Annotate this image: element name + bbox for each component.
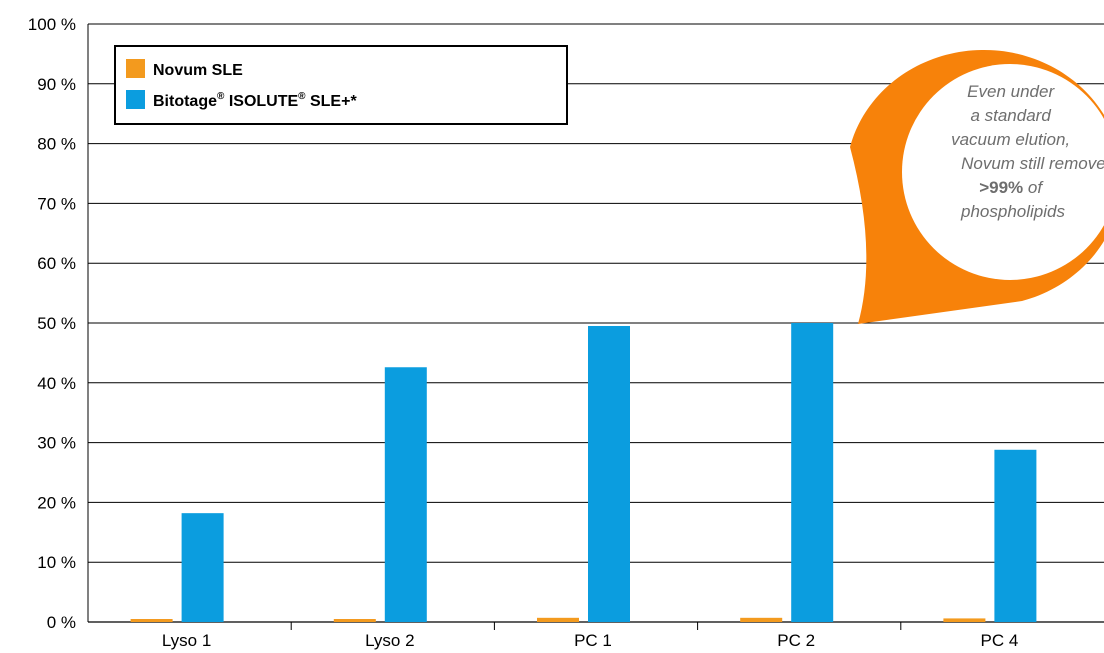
y-tick-label: 40 % [37, 374, 76, 393]
bar-novum-pc-4 [943, 618, 986, 622]
y-tick-label: 100 % [28, 15, 76, 34]
callout-inner-circle [902, 64, 1104, 280]
bar-isolute-pc-4 [994, 449, 1037, 622]
bars [130, 323, 1037, 622]
bar-isolute-pc-2 [791, 323, 834, 622]
callout-text: Even under a standard vacuum elution, No… [951, 82, 1104, 221]
y-tick-label: 80 % [37, 135, 76, 154]
y-tick-label: 30 % [37, 434, 76, 453]
x-tick-label: PC 1 [574, 631, 612, 650]
legend-label-novum: Novum SLE [153, 62, 243, 79]
bar-novum-lyso-1 [130, 619, 173, 622]
legend-swatch-novum [126, 59, 145, 78]
bar-isolute-lyso-2 [384, 367, 427, 622]
y-tick-label: 10 % [37, 553, 76, 572]
bar-isolute-pc-1 [588, 325, 630, 622]
x-tick-label: PC 4 [981, 631, 1019, 650]
legend-label-isolute: Bitotage® ISOLUTE® SLE+* [153, 91, 357, 110]
y-tick-label: 0 % [47, 613, 76, 632]
y-axis-tick-labels: 0 % 10 % 20 % 30 % 40 % 50 % 60 % 70 % 80 % 90 % 1… [28, 15, 76, 632]
x-tick-label: Lyso 2 [365, 631, 414, 650]
legend: Novum SLE Bitotage® ISOLUTE® SLE+* [114, 45, 568, 125]
bar-novum-lyso-2 [333, 619, 376, 622]
y-tick-label: 20 % [37, 493, 76, 512]
callout-bubble: Even under a standard vacuum elution, No… [850, 49, 1104, 324]
bar-novum-pc-2 [740, 617, 783, 622]
x-tick-label: Lyso 1 [162, 631, 211, 650]
bar-novum-pc-1 [537, 617, 579, 622]
y-tick-label: 60 % [37, 254, 76, 273]
bar-isolute-lyso-1 [181, 513, 224, 622]
y-tick-label: 90 % [37, 75, 76, 94]
x-axis-tick-labels: Lyso 1 Lyso 2 PC 1 PC 2 PC 4 [162, 631, 1018, 650]
y-tick-label: 50 % [37, 314, 76, 333]
legend-box [114, 45, 568, 125]
legend-swatch-isolute [126, 90, 145, 109]
x-tick-label: PC 2 [777, 631, 815, 650]
y-tick-label: 70 % [37, 194, 76, 213]
